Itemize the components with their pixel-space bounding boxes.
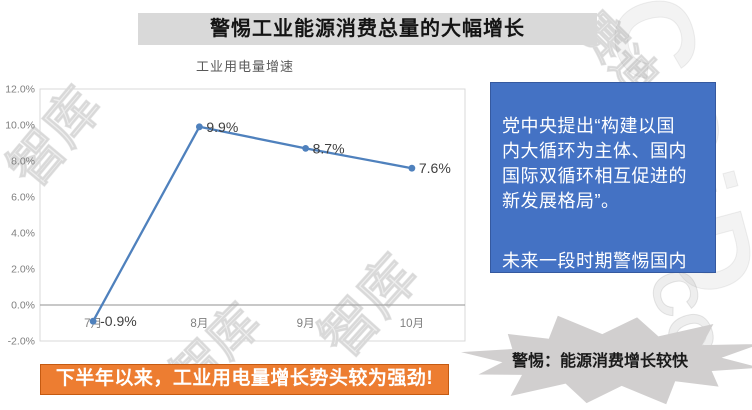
svg-text:2.0%: 2.0% (11, 264, 35, 276)
svg-text:-2.0%: -2.0% (8, 336, 35, 348)
svg-text:4.0%: 4.0% (11, 228, 35, 240)
line-chart-canvas: -2.0%0.0%2.0%4.0%6.0%8.0%10.0%12.0%7月8月9… (5, 59, 466, 348)
bottom-banner: 下半年以来，工业用电量增长势头较为强劲! (40, 364, 449, 395)
svg-text:8.0%: 8.0% (11, 156, 35, 168)
svg-text:9月: 9月 (297, 318, 315, 330)
svg-text:9.9%: 9.9% (206, 119, 238, 135)
line-chart: -2.0%0.0%2.0%4.0%6.0%8.0%10.0%12.0%7月8月9… (0, 52, 470, 352)
svg-text:8月: 8月 (190, 318, 208, 330)
svg-text:6.0%: 6.0% (11, 192, 35, 204)
page-title: 警惕工业能源消费总量的大幅增长 (138, 13, 597, 45)
svg-text:-0.9%: -0.9% (100, 313, 137, 329)
svg-text:工业用电量增速: 工业用电量增速 (196, 59, 294, 74)
svg-text:10月: 10月 (400, 318, 424, 330)
commentary-paragraph-1: 党中央提出“构建以国 内大循环为主体、国内 国际双循环相互促进的 新发展格局”。 (502, 116, 687, 211)
svg-text:7.6%: 7.6% (419, 160, 451, 176)
warning-callout: 警惕：能源消费增长较快 (511, 353, 688, 370)
commentary-paragraph-2: 未来一段时期警惕国内 大循环造成我国更大的 能源消耗。 (502, 251, 687, 271)
svg-text:0.0%: 0.0% (11, 300, 35, 312)
svg-text:10.0%: 10.0% (5, 120, 35, 132)
starburst-shape (461, 315, 752, 405)
svg-text:12.0%: 12.0% (5, 84, 35, 96)
svg-text:8.7%: 8.7% (313, 140, 345, 156)
commentary-box: 党中央提出“构建以国 内大循环为主体、国内 国际双循环相互促进的 新发展格局”。… (490, 82, 716, 273)
